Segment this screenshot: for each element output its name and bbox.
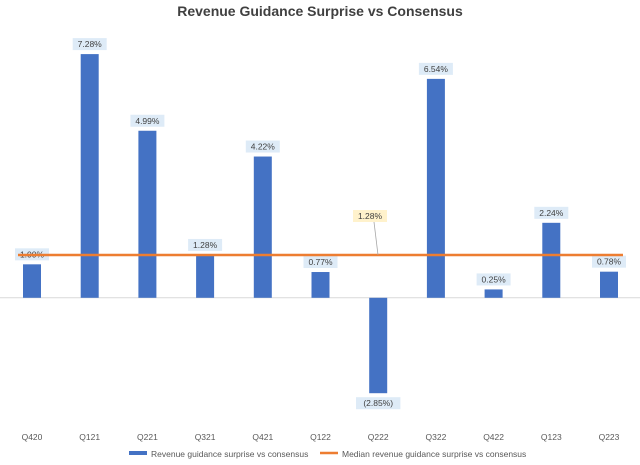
data-label-Q123-text: 2.24% [539,208,564,218]
data-label-Q421-box [245,140,280,153]
data-label-Q322-text: 6.54% [424,64,449,74]
x-tick-Q221: Q221 [137,432,158,442]
data-label-Q123: 2.24% [534,206,569,219]
x-tick-Q321: Q321 [195,432,216,442]
data-label-Q322: 6.54% [418,62,453,75]
chart-title: Revenue Guidance Surprise vs Consensus [177,3,463,19]
median-label-box [353,210,387,222]
data-label-Q422: 0.25% [476,273,511,286]
data-label-Q421: 4.22% [245,140,280,153]
x-tick-Q223: Q223 [599,432,620,442]
bar-Q121 [80,54,99,298]
bar-Q122 [311,272,330,298]
data-label-Q222-box [356,397,401,410]
legend: Revenue guidance surprise vs consensus M… [129,449,526,459]
bar-Q421 [253,156,272,298]
data-label-Q121: 7.28% [72,38,107,51]
data-label-Q223-box [592,255,626,268]
data-label-Q123-box [534,206,569,219]
data-label-Q122-text: 0.77% [308,257,333,267]
data-label-Q121-text: 7.28% [78,39,103,49]
bar-Q321 [196,254,215,298]
data-label-Q321: 1.28% [188,238,223,251]
median-label-leader [373,221,379,255]
data-label-Q322-box [418,62,453,75]
x-tick-Q421: Q421 [252,432,273,442]
data-label-Q221: 4.99% [130,114,165,127]
x-tick-Q420: Q420 [22,432,43,442]
data-label-Q221-text: 4.99% [135,116,160,126]
data-label-Q321-text: 1.28% [193,240,218,250]
data-label-Q421-text: 4.22% [251,142,276,152]
x-tick-Q322: Q322 [426,432,447,442]
data-label-Q422-box [476,273,511,286]
legend-label-bars: Revenue guidance surprise vs consensus [151,449,308,459]
data-label-Q122-box [303,256,338,269]
data-label-Q222-text: (2.85%) [363,398,393,408]
data-label-Q222: (2.85%) [356,397,401,410]
data-label-Q122: 0.77% [303,256,338,269]
x-tick-Q222: Q222 [368,432,389,442]
data-label-Q223: 0.78% [592,255,626,268]
x-tick-Q422: Q422 [483,432,504,442]
x-tick-Q122: Q122 [310,432,331,442]
legend-label-median: Median revenue guidance surprise vs cons… [342,449,526,459]
median-label-text: 1.28% [358,211,383,221]
data-label-Q221-box [130,114,165,127]
bar-Q322 [426,78,445,298]
bar-Q221 [138,130,157,298]
bar-Q422 [484,289,503,298]
median-label: 1.28% [353,210,387,222]
bar-Q223 [600,271,618,298]
data-label-Q422-text: 0.25% [482,274,507,284]
bar-Q420 [23,264,41,298]
x-tick-Q123: Q123 [541,432,562,442]
plot-area: 1.00%Q4207.28%Q1214.99%Q2211.28%Q3214.22… [0,38,640,442]
bar-Q222 [369,297,388,394]
data-label-Q321-box [188,238,223,251]
bar-Q123 [542,222,561,298]
data-label-Q223-text: 0.78% [597,257,622,267]
x-tick-Q121: Q121 [79,432,100,442]
legend-swatch-bars [129,451,147,455]
data-label-Q121-box [72,38,107,51]
